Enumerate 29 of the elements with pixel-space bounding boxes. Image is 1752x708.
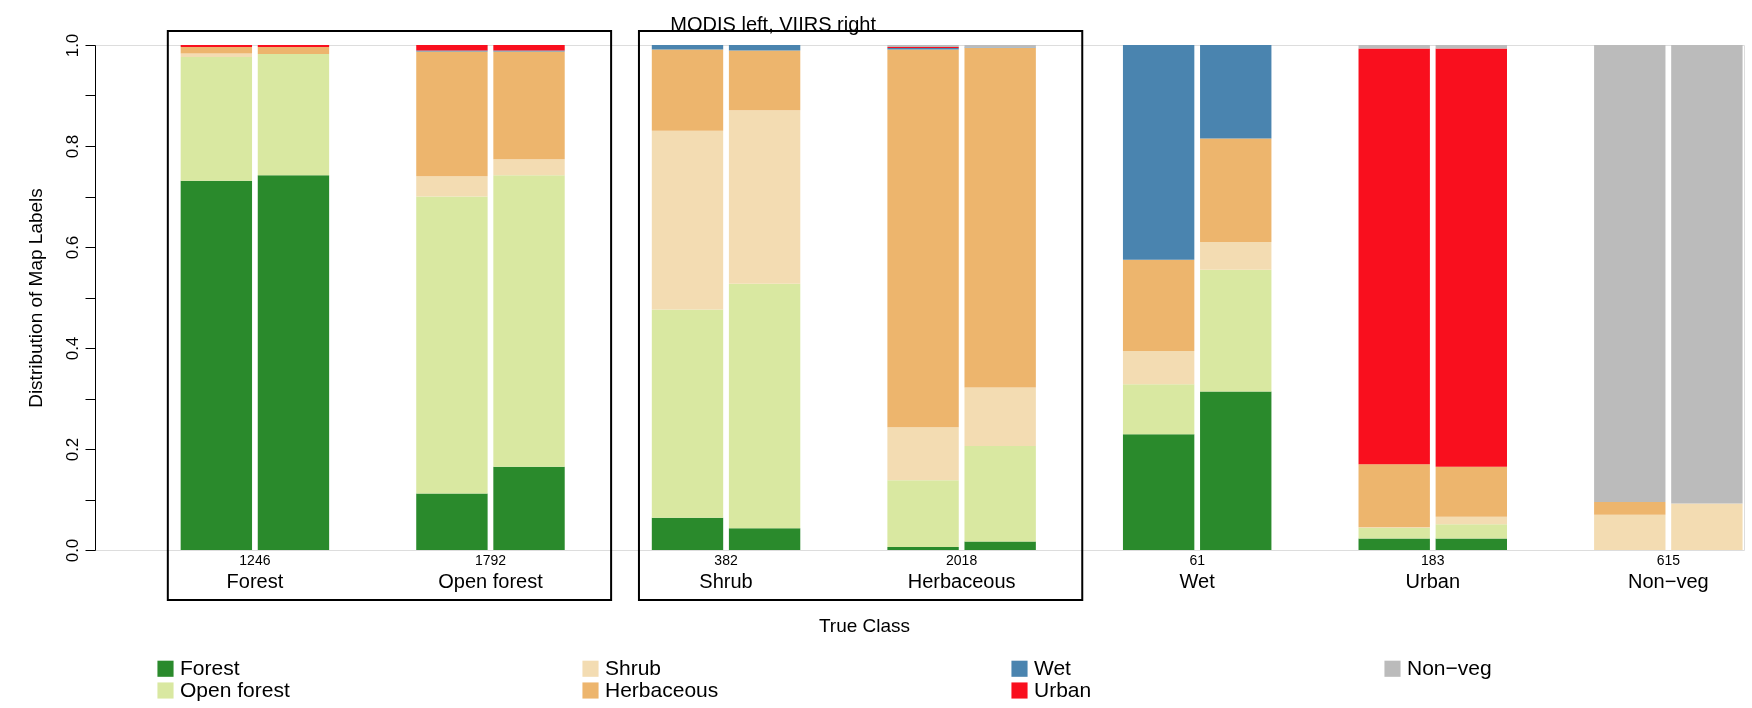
text: 61 [1189, 552, 1206, 568]
x-axis-title: True Class [818, 615, 911, 636]
text: Forest [226, 570, 284, 592]
text: 1792 [474, 552, 507, 568]
y-tick-label: 1.0 [62, 33, 82, 58]
text: Shrub [699, 570, 753, 592]
y-tick-label: 0.6 [62, 235, 82, 260]
y-axis-title: Distribution of Map Labels [24, 188, 46, 408]
text: 183 [1421, 552, 1445, 568]
text: Non−veg [1628, 570, 1709, 592]
y-tick-label: 0.2 [62, 437, 82, 462]
text: 2018 [946, 552, 978, 568]
legend-label: Urban [1034, 677, 1092, 701]
legend-label: Open forest [180, 677, 290, 701]
text: Open forest [438, 570, 544, 592]
legend-label: Wet [1034, 655, 1072, 679]
y-tick-label: 0.4 [62, 336, 82, 361]
legend-label: Shrub [605, 655, 662, 679]
text: Urban [1405, 570, 1460, 592]
text: 615 [1656, 552, 1681, 568]
text: Herbaceous [907, 570, 1016, 592]
text: 382 [714, 552, 738, 568]
legend-label: Herbaceous [605, 677, 719, 701]
text: 1246 [239, 552, 271, 568]
y-tick-label: 0.8 [62, 134, 82, 159]
legend-label: Forest [180, 655, 240, 679]
legend-label: Non−veg [1407, 655, 1492, 679]
text: Wet [1179, 570, 1216, 592]
y-tick-label: 0.0 [62, 538, 82, 563]
